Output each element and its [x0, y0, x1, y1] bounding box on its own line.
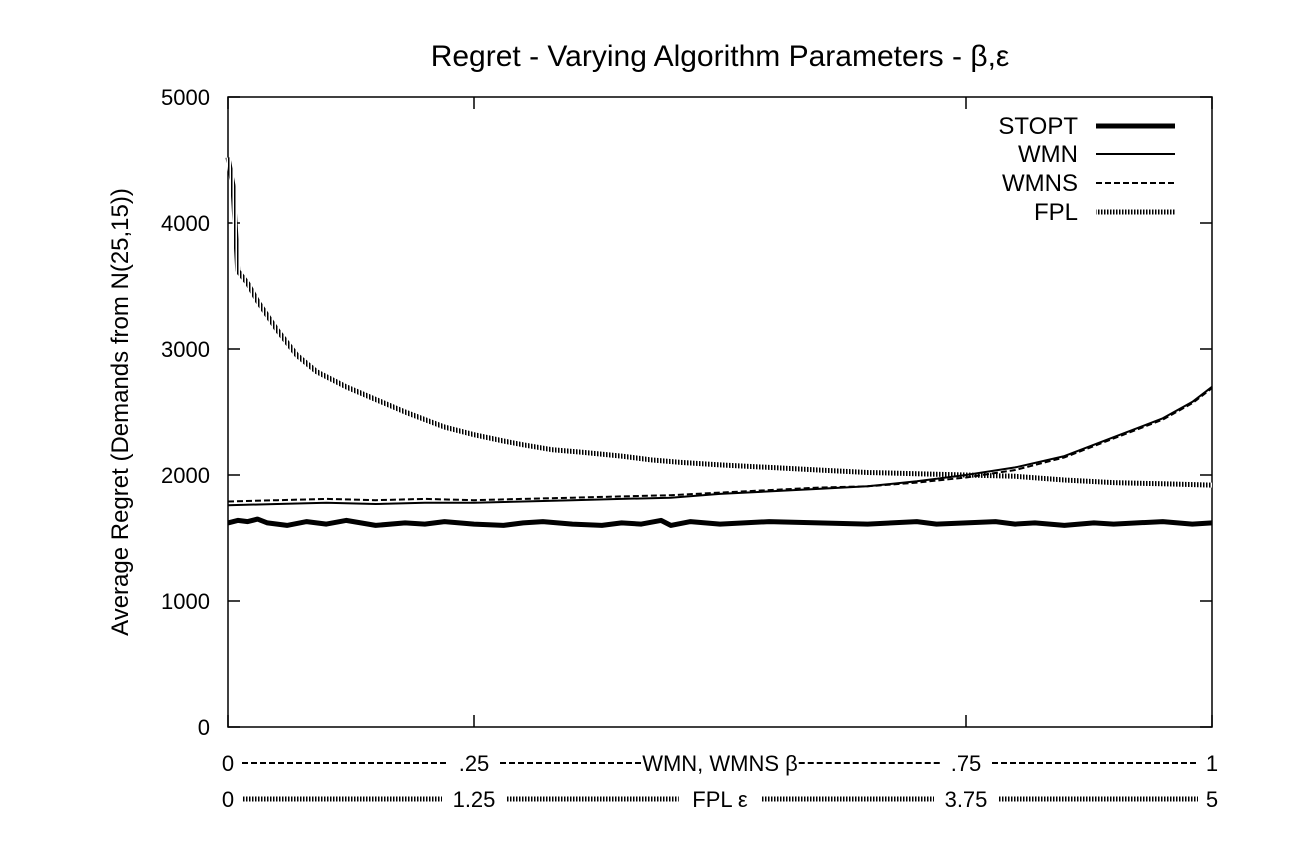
x-axis-row-1-tick-label-0: 0	[222, 787, 234, 812]
y-tick-label-3: 3000	[161, 337, 210, 362]
y-axis-label: Average Regret (Demands from N(25,15))	[107, 188, 134, 636]
x-axis-row-0-label: WMN, WMNS β	[642, 751, 798, 776]
y-tick-label-4: 4000	[161, 211, 210, 236]
x-axis-row-1-tick-label-2: 3.75	[945, 787, 988, 812]
y-tick-label-1: 1000	[161, 589, 210, 614]
series-line-stopt	[227, 516, 1213, 528]
y-tick-label-2: 2000	[161, 463, 210, 488]
y-axis-ticks: 0 1000 2000 3000 4000 5000	[161, 85, 1212, 740]
legend-label-wmns: WMNS	[1002, 170, 1078, 197]
series-line-wmns	[227, 387, 1213, 503]
legend-label-fpl: FPL	[1034, 199, 1078, 226]
x-axis-row-0-tick-label-3: 1	[1206, 751, 1218, 776]
legend-label-stopt: STOPT	[998, 113, 1078, 140]
series-line-fpl	[225, 157, 1213, 488]
series-line-wmn	[227, 386, 1213, 507]
series-layer	[225, 157, 1213, 528]
x-axis-row-1-label: FPL ε	[692, 787, 748, 812]
x-axis-row-1-tick-label-3: 5	[1206, 787, 1218, 812]
plot-border	[227, 96, 1213, 728]
chart-title: Regret - Varying Algorithm Parameters - …	[431, 40, 1010, 73]
legend-label-wmn: WMN	[1018, 141, 1078, 168]
x-axis-row-1-tick-label-1: 1.25	[453, 787, 496, 812]
x-axis-row-0-tick-label-0: 0	[222, 751, 234, 776]
y-tick-label-0: 0	[198, 715, 210, 740]
plot-frame	[227, 96, 1213, 728]
x-axis-row-0-tick-label-1: .25	[459, 751, 490, 776]
x-axis-parameter-rows: 0 .25 .75 1 WMN, WMNS β 0 1.25 3.75 5 FPL ε	[222, 751, 1218, 812]
x-axis-ticks	[227, 97, 1213, 727]
x-axis-row-0-tick-label-2: .75	[951, 751, 982, 776]
y-tick-label-5: 5000	[161, 85, 210, 110]
